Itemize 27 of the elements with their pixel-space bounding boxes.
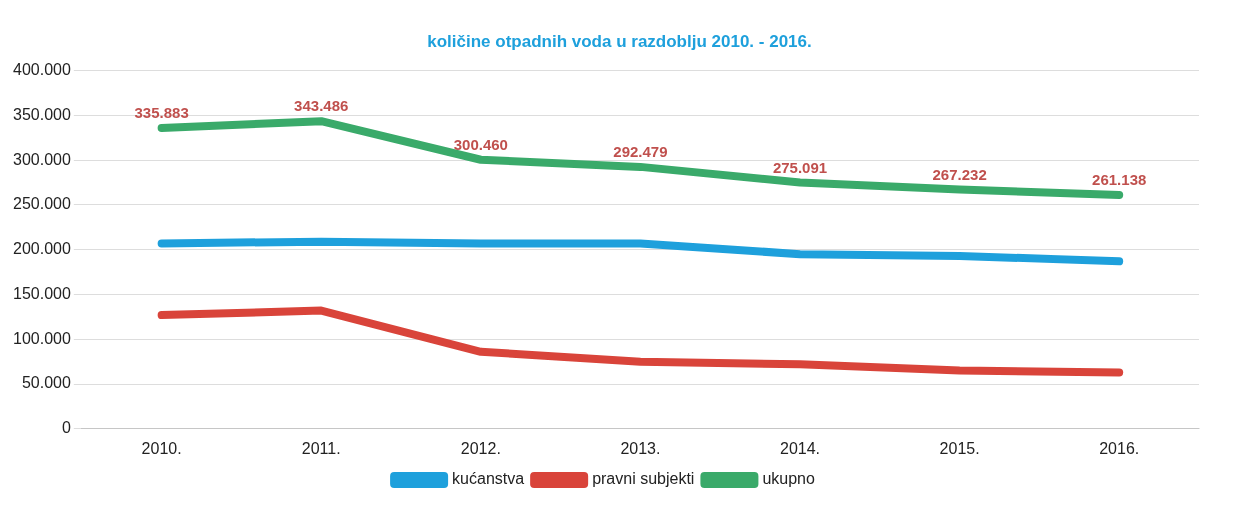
chart-title: količine otpadnih voda u razdoblju 2010. - 2016. [426,31,813,53]
x-tick-label: 2016. [1099,439,1140,457]
x-tick-label: 2013. [620,439,661,457]
y-tick-label: 400.000 [12,61,71,79]
data-label: 292.479 [613,143,668,161]
data-label: 261.138 [1092,171,1147,189]
data-label: 335.883 [134,104,189,122]
data-label: 275.091 [772,158,828,176]
x-tick-label: 2015. [939,439,980,457]
x-tick-label: 2010. [141,439,182,457]
y-tick-label: 250.000 [12,195,71,213]
y-tick-label: 300.000 [12,150,71,168]
y-tick-label: 350.000 [12,105,71,123]
x-tick-label: 2011. [301,439,341,457]
data-label: 267.232 [932,165,987,183]
data-label: 300.460 [453,135,508,153]
data-label: 343.486 [294,97,349,115]
x-tick-label: 2014. [779,439,821,457]
legend-label: pravni subjekti [592,470,695,488]
y-tick-label: 0 [61,419,71,437]
legend-label: ukupno [762,470,815,488]
y-tick-label: 50.000 [21,374,71,392]
y-tick-label: 200.000 [12,240,71,258]
y-tick-label: 100.000 [12,329,71,347]
legend-label: kućanstva [452,470,525,488]
y-tick-label: 150.000 [12,284,71,302]
x-tick-label: 2012. [460,439,501,457]
